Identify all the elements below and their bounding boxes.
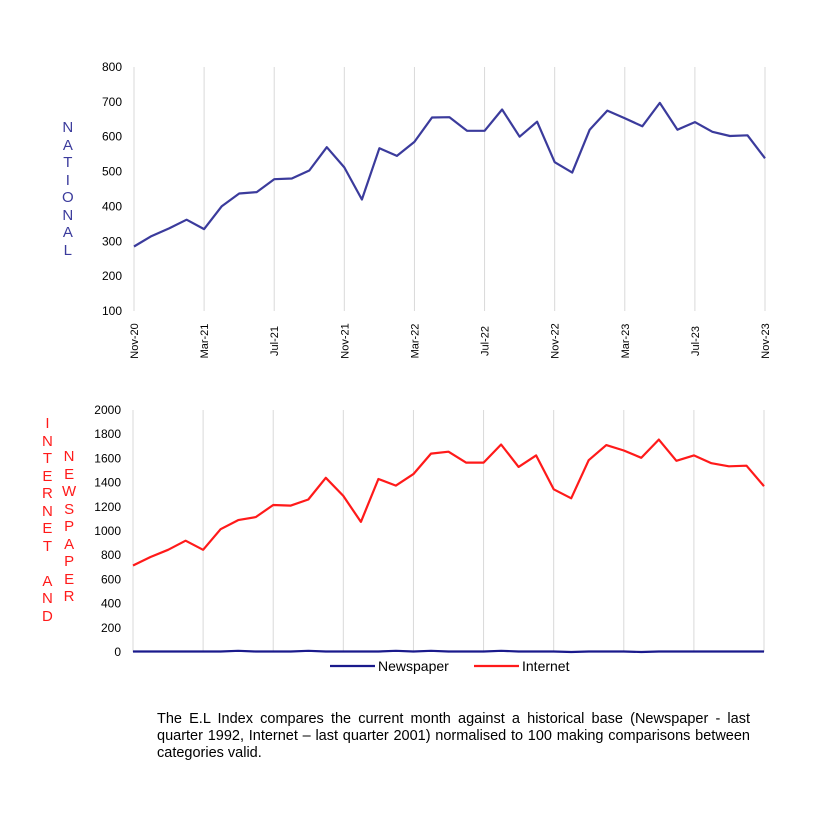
axis-label-letter: E: [64, 465, 75, 483]
legend-label-internet: Internet: [522, 658, 570, 674]
y-tick-label: 1400: [94, 476, 121, 490]
x-tick-label: Jul-22: [480, 326, 492, 356]
axis-label-letter: N: [42, 432, 53, 450]
x-tick-label: Nov-22: [550, 323, 562, 358]
y-tick-label: 400: [101, 597, 121, 611]
series-line-national: [133, 101, 766, 248]
y-tick-label: 100: [102, 304, 122, 318]
axis-label-letter: W: [62, 483, 77, 500]
axis-label-letter: L: [63, 241, 72, 259]
x-tick-label: Jul-23: [690, 326, 702, 356]
axis-label-letter: N: [62, 206, 74, 224]
axis-label-letter: R: [63, 588, 75, 605]
axis-label-letter: T: [42, 537, 52, 555]
axis-label-letter: E: [42, 520, 53, 537]
y-tick-label: 800: [101, 548, 121, 562]
axis-label-letter: N: [42, 590, 53, 607]
y-tick-label: 200: [102, 269, 122, 283]
axis-label-letter: P: [64, 553, 75, 570]
y-tick-label: 1600: [94, 451, 121, 465]
axis-label-letter: T: [63, 154, 73, 171]
axis-label-letter: T: [42, 450, 52, 467]
y-tick-label: 1800: [94, 427, 121, 441]
axis-label-letter: O: [62, 189, 74, 206]
y-tick-label: 1200: [94, 500, 121, 514]
axis-label-letter: P: [64, 518, 75, 535]
axis-label-letter: A: [42, 572, 53, 590]
axis-label-letter: A: [62, 136, 73, 154]
y-tick-label: 700: [102, 95, 122, 109]
y-tick-label: 200: [101, 621, 121, 635]
axis-label-letter: S: [64, 500, 75, 518]
axis-label-letter: N: [62, 119, 74, 136]
x-tick-label: Mar-22: [409, 324, 421, 359]
legend-label-newspaper: Newspaper: [378, 658, 449, 674]
y-tick-label: 600: [101, 572, 121, 586]
axis-label-letter: A: [62, 224, 73, 241]
axis-label-letter: I: [65, 171, 70, 189]
y-tick-label: 800: [102, 60, 122, 74]
x-tick-label: Mar-21: [199, 324, 211, 359]
axis-label-letter: R: [42, 485, 53, 502]
axis-label-letter: A: [64, 535, 75, 553]
axis-label-letter: N: [63, 448, 75, 465]
y-tick-label: 2000: [94, 403, 121, 417]
series-line-newspaper: [133, 649, 764, 654]
x-tick-label: Nov-21: [339, 323, 351, 358]
axis-label-letter: E: [42, 467, 53, 485]
x-tick-label: Jul-21: [269, 326, 281, 356]
axis-label-letter: E: [64, 570, 75, 588]
y-tick-label: 1000: [94, 524, 121, 538]
y-tick-label: 0: [114, 645, 121, 659]
y-tick-label: 300: [102, 234, 122, 248]
y-tick-label: 400: [102, 199, 122, 213]
y-tick-label: 600: [102, 130, 122, 144]
y-tick-label: 500: [102, 165, 122, 179]
series-line-internet: [132, 438, 765, 567]
x-tick-label: Mar-23: [620, 324, 632, 359]
x-tick-label: Nov-20: [129, 323, 141, 358]
axis-label-letter: I: [45, 415, 50, 432]
axis-label-letter: [45, 555, 49, 573]
axis-label-letter: D: [42, 607, 53, 625]
axis-label-letter: N: [42, 502, 53, 520]
chart-footnote: The E.L Index compares the current month…: [157, 711, 750, 761]
x-tick-label: Nov-23: [760, 323, 772, 358]
